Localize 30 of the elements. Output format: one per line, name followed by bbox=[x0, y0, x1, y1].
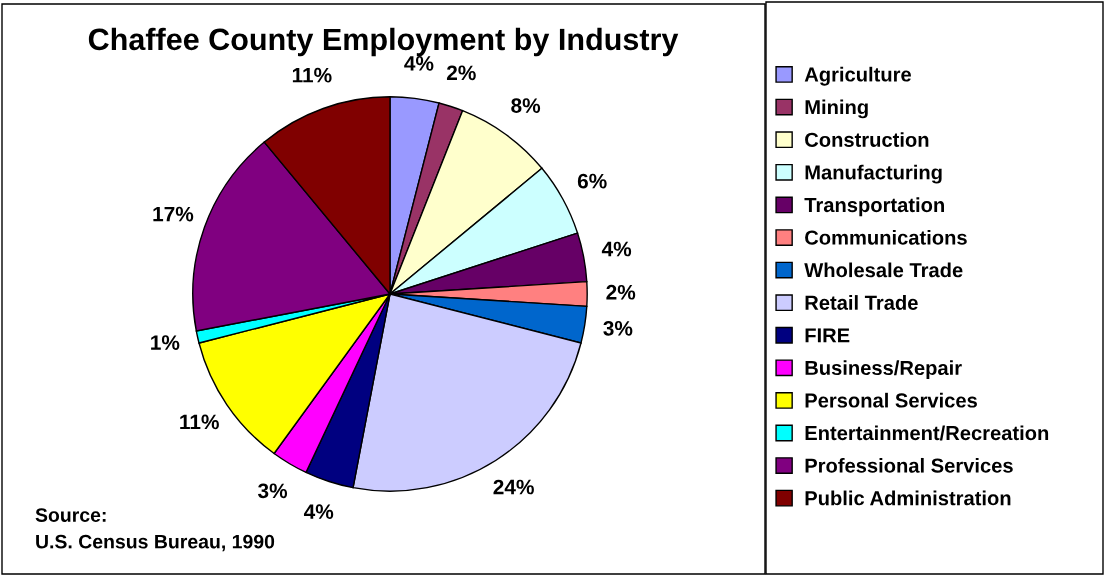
data-label: 2% bbox=[606, 284, 636, 300]
legend-label: Agriculture bbox=[804, 66, 911, 86]
legend-label: Wholesale Trade bbox=[804, 262, 963, 278]
legend-label: Entertainment/Recreation bbox=[805, 425, 1049, 441]
source-note: Source: U.S. Census Bureau, 1990 bbox=[35, 508, 275, 552]
legend-label: FIRE bbox=[805, 328, 850, 343]
data-label: 3% bbox=[257, 483, 288, 499]
data-label: 4% bbox=[303, 504, 334, 519]
data-label: 1% bbox=[151, 335, 180, 350]
legend-label: Communications bbox=[805, 229, 967, 245]
legend-label: Professional Services bbox=[805, 457, 1013, 473]
data-label: 3% bbox=[603, 320, 633, 336]
data-label: 17% bbox=[153, 206, 194, 222]
legend-label: Retail Trade bbox=[805, 295, 918, 310]
data-label: 2% bbox=[446, 65, 476, 81]
data-label: 4% bbox=[404, 56, 434, 71]
legend-label: Public Administration bbox=[805, 490, 1011, 506]
legend-label: Manufacturing bbox=[805, 164, 942, 184]
data-label: 11% bbox=[180, 414, 219, 430]
data-label: 4% bbox=[601, 241, 632, 257]
data-label: 11% bbox=[292, 67, 332, 83]
legend-label: Mining bbox=[805, 99, 868, 119]
data-label: 24% bbox=[493, 479, 534, 495]
legend-label: Business/Repair bbox=[805, 360, 962, 380]
text: Chaffee County Employment by Industry bbox=[88, 27, 679, 57]
legend-label: Construction bbox=[805, 132, 929, 147]
legend-label: Transportation bbox=[804, 197, 944, 217]
data-label: 8% bbox=[511, 98, 541, 113]
legend-label: Personal Services bbox=[805, 392, 977, 408]
data-label: 6% bbox=[577, 173, 607, 189]
